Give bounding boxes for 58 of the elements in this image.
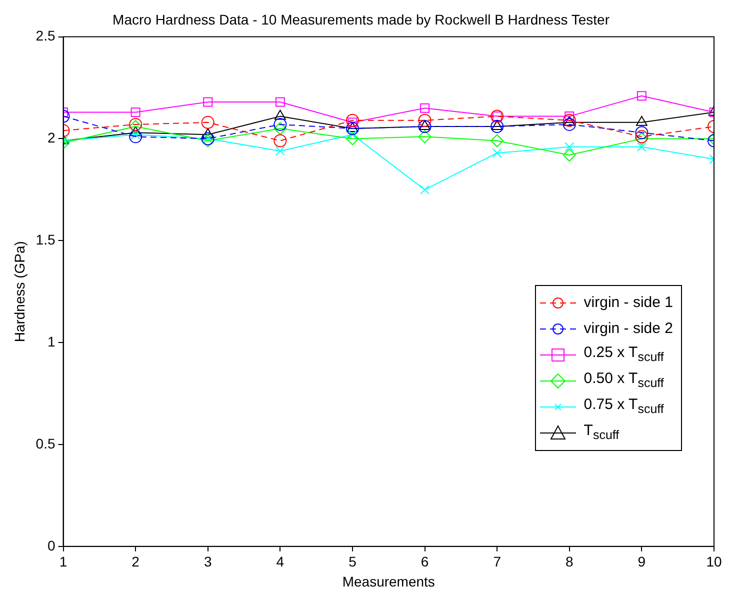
point [274, 134, 287, 148]
point [274, 122, 287, 136]
x-tick-label: 6 [420, 554, 429, 570]
y-tick-label: 1.5 [36, 232, 56, 248]
point [635, 126, 648, 140]
x-tick-label: 2 [132, 554, 140, 570]
y-tick-label: 2 [47, 130, 56, 146]
x-tick-label: 1 [59, 554, 68, 570]
point [275, 97, 285, 107]
x-tick-label: 5 [348, 554, 357, 570]
point [491, 120, 503, 130]
point [420, 103, 430, 113]
x-tick-label: 7 [493, 554, 502, 570]
point [346, 122, 359, 136]
point [636, 116, 648, 126]
legend-label: 0.50 x T$_{scuff}$ [584, 370, 664, 390]
legend-label: T$_{scuff}$ [584, 422, 620, 442]
point [346, 114, 359, 127]
point [492, 148, 502, 158]
x-axis-title: Measurements [342, 573, 435, 590]
legend-label: 0.25 x T$_{scuff}$ [584, 344, 664, 364]
point [562, 148, 576, 162]
y-tick-label: 0 [47, 537, 56, 554]
point [490, 120, 504, 133]
x-tick-label: 10 [706, 554, 722, 570]
x-tick-label: 3 [204, 554, 212, 570]
point [418, 114, 432, 127]
point [275, 146, 285, 156]
point [636, 91, 646, 101]
chart-title: Macro Hardness Data - 10 Measurements made by Rockwell B Hardness Tester [112, 11, 610, 28]
point [418, 130, 432, 144]
point [420, 184, 430, 194]
legend-label: virgin - side 1 [584, 294, 673, 311]
point [636, 142, 646, 152]
y-tick-label: 0.5 [36, 435, 56, 452]
point [490, 134, 504, 148]
legend-label: 0.75 x T$_{scuff}$ [584, 396, 664, 416]
x-tick-label: 9 [638, 554, 646, 570]
y-tick-label: 2.5 [36, 28, 56, 44]
point [130, 126, 142, 136]
point [419, 120, 430, 130]
point [203, 97, 213, 107]
point [130, 107, 140, 117]
point [274, 118, 287, 131]
legend-label: virgin - side 2 [584, 320, 673, 337]
point [274, 110, 286, 120]
point [562, 118, 576, 131]
point [129, 130, 142, 144]
point [202, 128, 214, 138]
point [564, 142, 574, 152]
point [346, 132, 359, 146]
point [346, 122, 358, 132]
x-tick-label: 8 [565, 554, 574, 570]
y-tick-label: 1 [47, 333, 56, 350]
x-tick-label: 4 [276, 554, 284, 570]
point [201, 116, 214, 129]
y-axis-title: Hardness (GPa) [11, 241, 28, 342]
point [418, 120, 432, 133]
